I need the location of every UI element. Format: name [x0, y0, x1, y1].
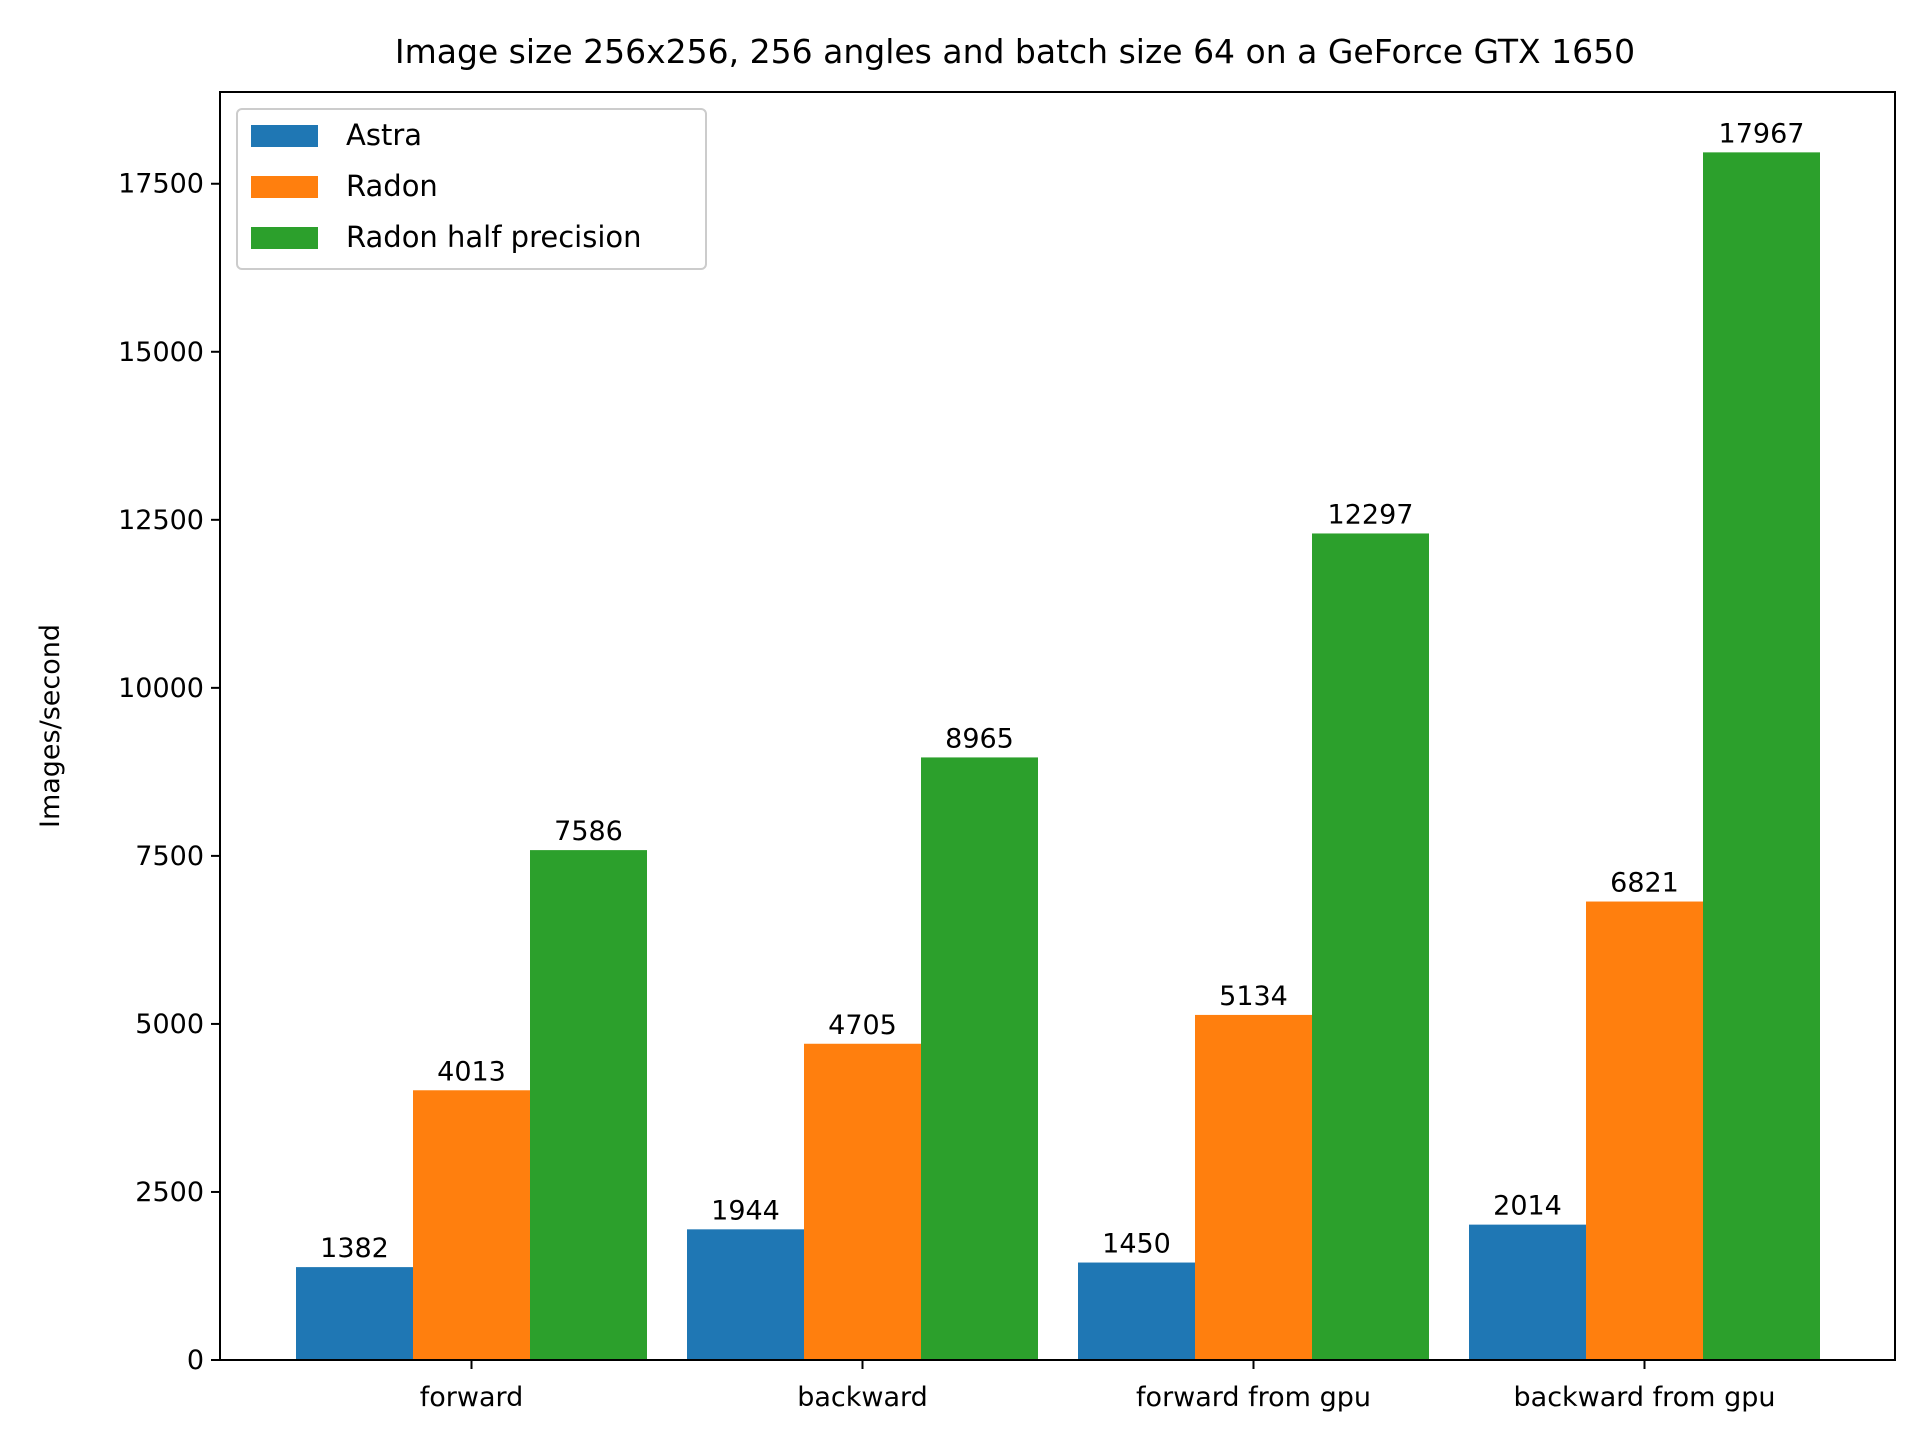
x-axis: forward backward forward from gpu backward … — [420, 1360, 1776, 1413]
x-tick-label: backward — [797, 1382, 928, 1413]
legend-swatch-radon-half-precision — [251, 227, 318, 249]
bar-astra-forward-from-gpu — [1078, 1262, 1195, 1360]
y-axis-label: Images/second — [35, 624, 66, 828]
value-labels-group: 1382 1944 1450 2014 4013 4705 5134 6821 7586 8965… — [320, 118, 1804, 1264]
x-tick-label: backward from gpu — [1514, 1382, 1776, 1413]
bar-value-label: 2014 — [1493, 1191, 1562, 1222]
bar-radon-backward — [804, 1043, 921, 1360]
y-tick-label: 0 — [187, 1345, 204, 1376]
bar-value-label: 4013 — [437, 1056, 506, 1087]
bar-value-label: 6821 — [1610, 868, 1679, 899]
y-tick-label: 15000 — [118, 337, 204, 368]
bar-radon-half-precision-forward-from-gpu — [1312, 533, 1429, 1360]
bar-radon-backward-from-gpu — [1586, 901, 1703, 1360]
legend: Astra Radon Radon half precision — [236, 108, 707, 270]
bars-group — [296, 152, 1820, 1361]
legend-label: Astra — [346, 118, 422, 152]
bar-value-label: 1450 — [1102, 1229, 1171, 1260]
bar-astra-forward — [296, 1267, 413, 1360]
y-tick-label: 10000 — [118, 673, 204, 704]
bar-astra-backward — [687, 1229, 804, 1360]
x-tick-label: forward — [420, 1382, 524, 1413]
bar-value-label: 12297 — [1328, 499, 1414, 530]
legend-label: Radon half precision — [346, 220, 642, 254]
plot-frame — [219, 91, 1896, 1361]
bar-value-label: 7586 — [554, 816, 623, 847]
y-tick-label: 2500 — [135, 1177, 204, 1208]
legend-frame — [236, 108, 707, 270]
legend-swatch-astra — [251, 125, 318, 147]
bar-value-label: 5134 — [1219, 981, 1288, 1012]
y-tick-label: 5000 — [135, 1009, 204, 1040]
bar-value-label: 1382 — [320, 1233, 389, 1264]
bar-radon-forward — [413, 1090, 530, 1360]
legend-swatch-radon — [251, 176, 318, 198]
bar-value-label: 17967 — [1719, 118, 1805, 149]
bar-astra-backward-from-gpu — [1469, 1224, 1586, 1360]
bar-value-label: 8965 — [945, 723, 1014, 754]
y-axis: 0 2500 5000 7500 10000 12500 15000 17500 — [118, 169, 220, 1376]
x-tick-label: forward from gpu — [1136, 1382, 1371, 1413]
y-tick-label: 7500 — [135, 841, 204, 872]
chart-title: Image size 256x256, 256 angles and batch… — [395, 32, 1635, 71]
bar-radon-half-precision-backward-from-gpu — [1703, 152, 1820, 1361]
bar-radon-half-precision-backward — [921, 757, 1038, 1360]
bar-radon-half-precision-forward — [530, 850, 647, 1360]
bar-value-label: 1944 — [711, 1195, 780, 1226]
y-tick-label: 17500 — [118, 169, 204, 200]
bar-radon-forward-from-gpu — [1195, 1014, 1312, 1360]
legend-label: Radon — [346, 169, 438, 203]
bar-value-label: 4705 — [828, 1010, 897, 1041]
y-tick-label: 12500 — [118, 505, 204, 536]
